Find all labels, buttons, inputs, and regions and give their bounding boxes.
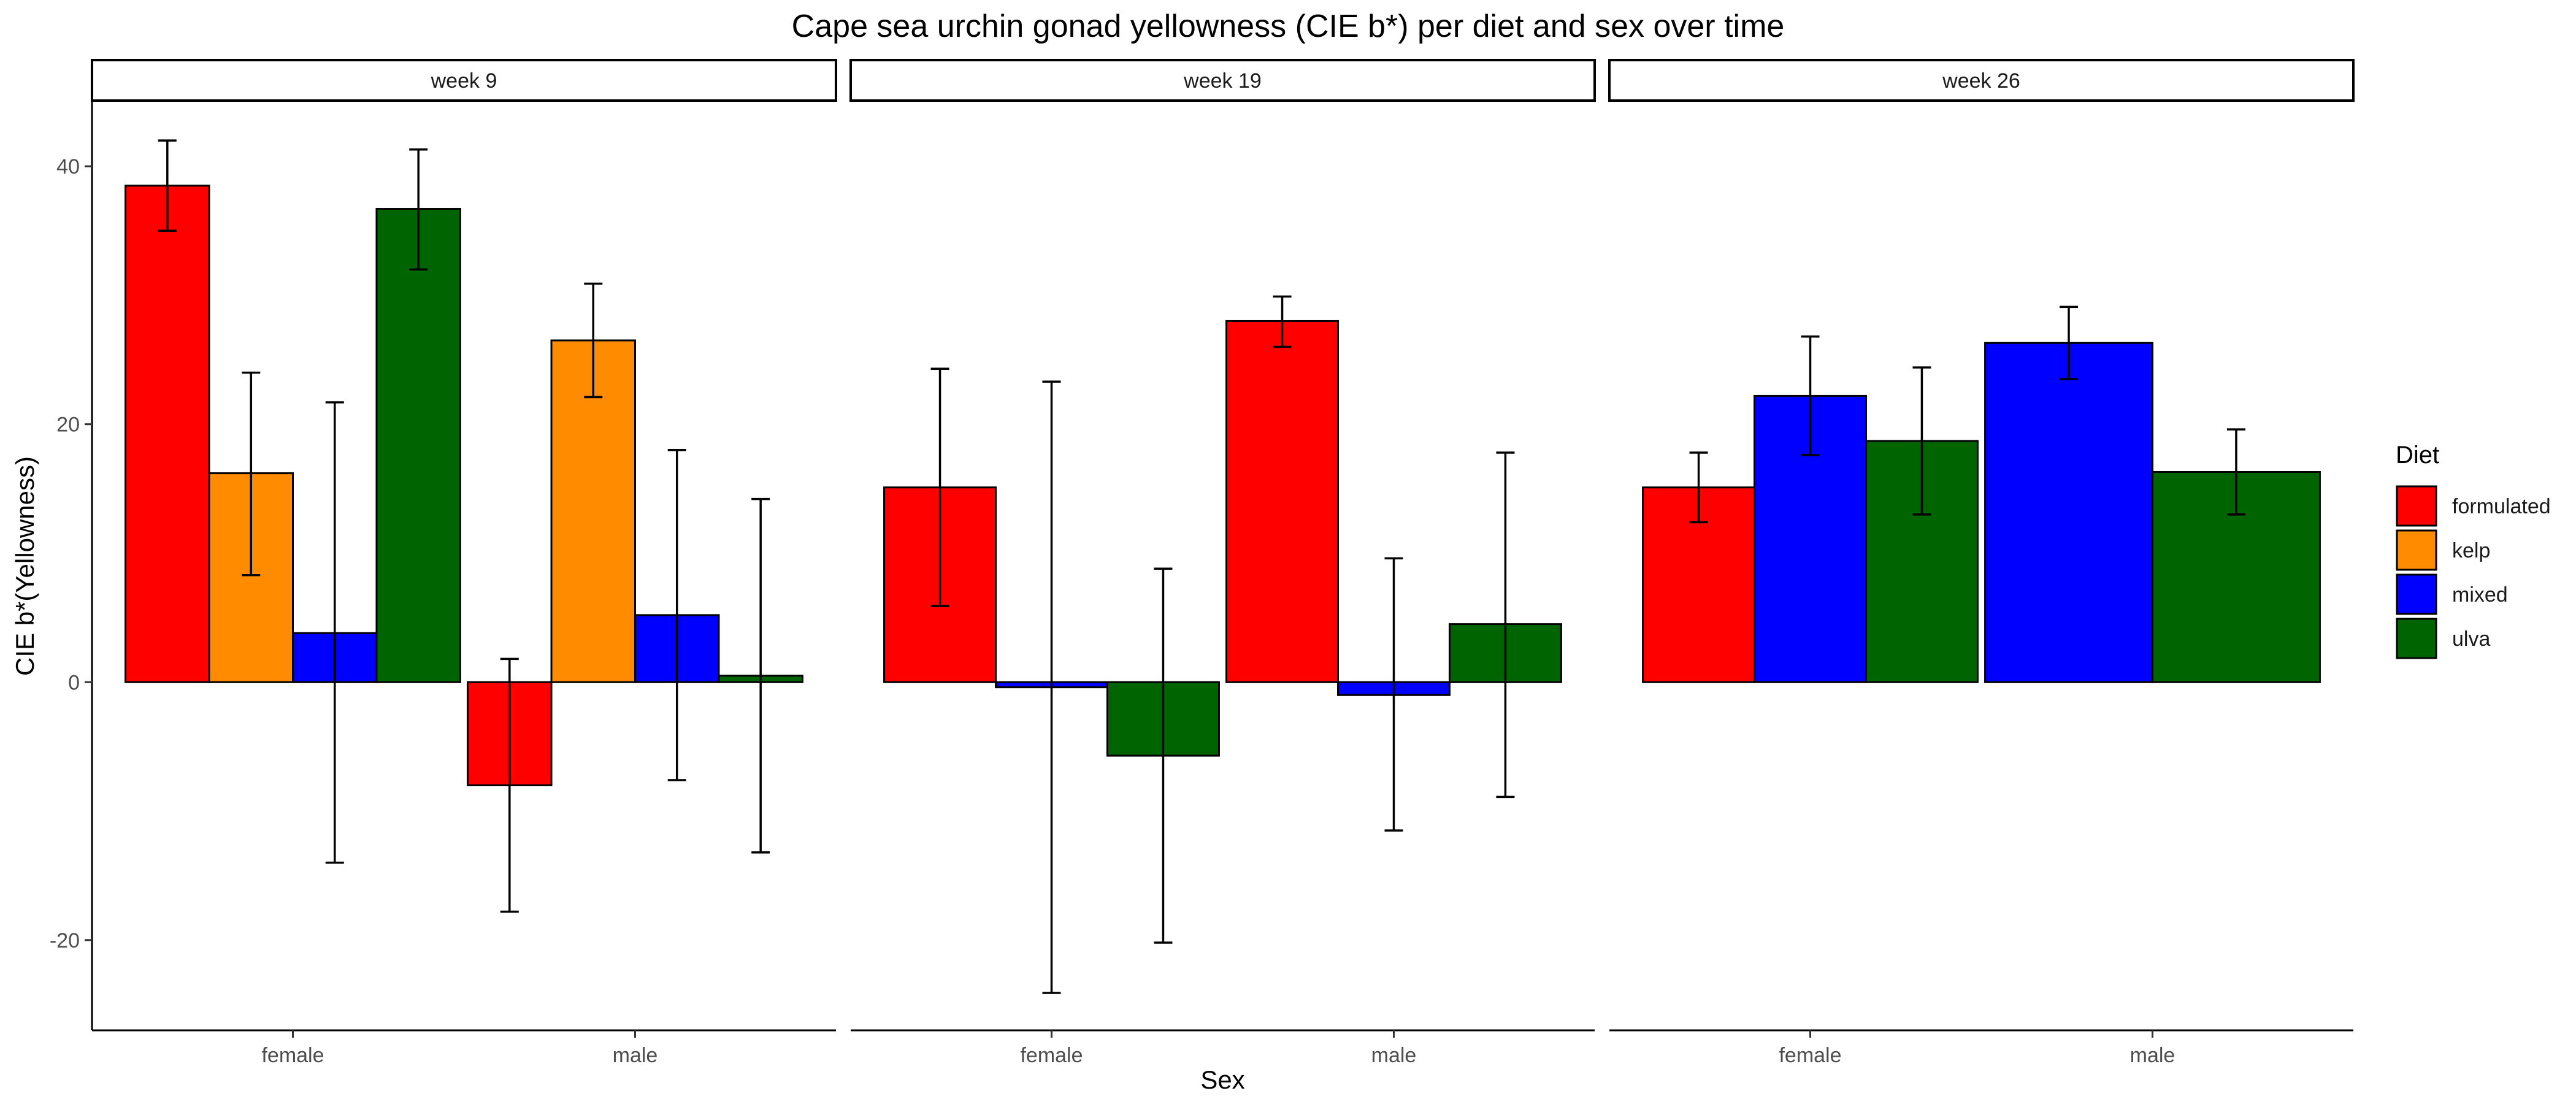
facet-strip-label: week 9: [431, 69, 497, 93]
x-axis-label: Sex: [1200, 1065, 1244, 1094]
legend-label: kelp: [2452, 539, 2490, 562]
legend-swatch: [2396, 618, 2437, 659]
facet-strip-label: week 19: [1183, 69, 1262, 93]
y-axis-label: CIE b*(Yellowness): [10, 456, 39, 676]
legend-label: mixed: [2452, 583, 2508, 607]
chart-title: Cape sea urchin gonad yellowness (CIE b*…: [792, 9, 1785, 44]
legend-swatch: [2396, 485, 2437, 527]
x-tick-label: female: [1779, 1044, 1841, 1067]
facet-strip: [91, 59, 837, 102]
y-tick-label: 0: [68, 671, 80, 694]
x-tick-label: female: [261, 1044, 324, 1067]
bar: [375, 208, 461, 683]
x-tick-label: male: [613, 1044, 658, 1067]
facet-strip: [1608, 59, 2355, 102]
x-tick-label: male: [2130, 1044, 2175, 1067]
facet-strip: [849, 59, 1596, 102]
y-tick-label: 40: [56, 155, 80, 178]
legend-swatch: [2396, 573, 2437, 615]
bar: [125, 185, 210, 683]
bar: [1984, 342, 2153, 683]
x-tick-label: male: [1371, 1044, 1417, 1067]
facet-strip-label: week 26: [1942, 69, 2020, 93]
legend-title: Diet: [2396, 442, 2439, 469]
x-tick-label: female: [1020, 1044, 1083, 1067]
y-tick-label: 20: [56, 413, 80, 437]
legend-label: ulva: [2452, 627, 2490, 651]
bar: [1225, 320, 1340, 683]
legend-label: formulated: [2452, 495, 2551, 518]
legend-swatch: [2396, 529, 2437, 571]
y-tick-label: -20: [50, 929, 80, 952]
